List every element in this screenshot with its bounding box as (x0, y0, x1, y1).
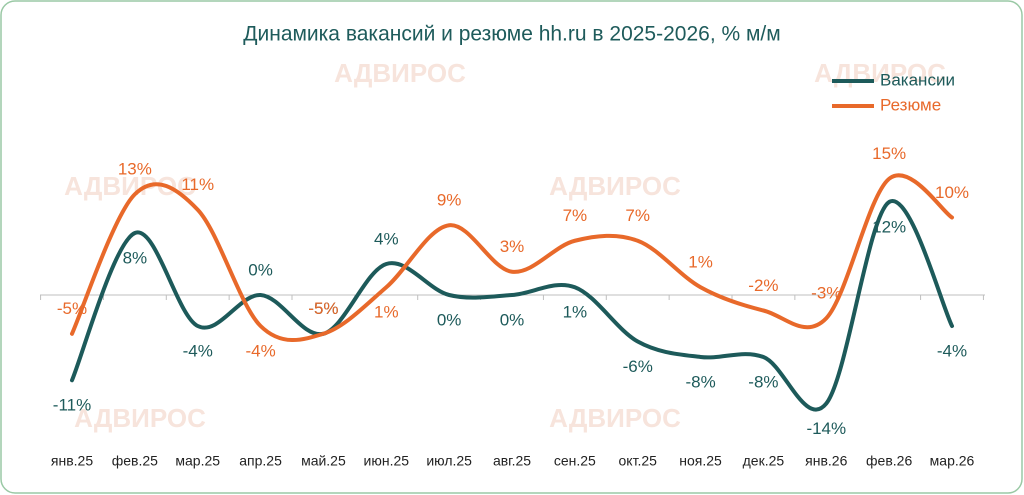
data-label: -11% (53, 396, 91, 415)
x-tick-label: окт.25 (619, 453, 658, 469)
data-label: -4% (183, 341, 213, 360)
data-label: 1% (688, 253, 713, 272)
data-label: 12% (872, 217, 906, 236)
data-label: 4% (374, 229, 399, 248)
data-label: 1% (563, 303, 588, 322)
data-label: 1% (374, 303, 399, 322)
x-tick-label: сен.25 (554, 453, 596, 469)
series-line (70, 199, 954, 412)
data-label: 11% (181, 175, 214, 194)
data-label: -4% (937, 341, 967, 360)
x-tick-label: ноя.25 (679, 453, 722, 469)
x-tick-label: мар.26 (930, 453, 975, 469)
x-tick-label: июл.25 (426, 453, 472, 469)
data-label: 8% (123, 248, 148, 267)
data-label: 7% (625, 206, 650, 225)
watermark: АДВИРОС (549, 171, 681, 201)
legend-label: Вакансии (880, 70, 955, 89)
data-label: -14% (806, 419, 846, 438)
data-label: -2% (748, 276, 778, 295)
chart-title: Динамика вакансий и резюме hh.ru в 2025-… (243, 23, 780, 46)
series-line (70, 173, 954, 342)
x-tick-label: мар.25 (175, 453, 220, 469)
data-label: 0% (500, 310, 525, 329)
x-tick-label: май.25 (301, 453, 346, 469)
data-label: 7% (563, 206, 588, 225)
watermark: АДВИРОС (549, 403, 681, 433)
data-label: 13% (118, 160, 152, 179)
x-tick-label: янв.26 (805, 453, 847, 469)
watermark: АДВИРОС (64, 171, 196, 201)
data-label: 15% (872, 144, 906, 163)
watermark: АДВИРОС (74, 403, 206, 433)
data-label: 3% (500, 237, 525, 256)
watermark: АДВИРОС (334, 58, 466, 88)
data-label: 9% (437, 191, 462, 210)
x-tick-label: фев.25 (112, 453, 158, 469)
data-label: 0% (437, 310, 462, 329)
x-tick-label: дек.25 (743, 453, 785, 469)
data-label: 0% (248, 260, 273, 279)
data-label: 10% (935, 183, 969, 202)
x-tick-label: янв.25 (51, 453, 93, 469)
data-label: -5% (57, 299, 87, 318)
x-tick-label: июн.25 (364, 453, 410, 469)
data-label: -8% (685, 372, 715, 391)
data-label: -3% (811, 284, 841, 303)
x-tick-label: авг.25 (493, 453, 531, 469)
data-label: -8% (748, 372, 778, 391)
x-tick-label: апр.25 (239, 453, 282, 469)
data-label: -6% (623, 357, 653, 376)
x-tick-label: фев.26 (866, 453, 912, 469)
legend-label: Резюме (880, 95, 941, 114)
data-label: -5% (308, 299, 338, 318)
data-label: -5% (308, 299, 338, 318)
data-label: -4% (245, 341, 275, 360)
